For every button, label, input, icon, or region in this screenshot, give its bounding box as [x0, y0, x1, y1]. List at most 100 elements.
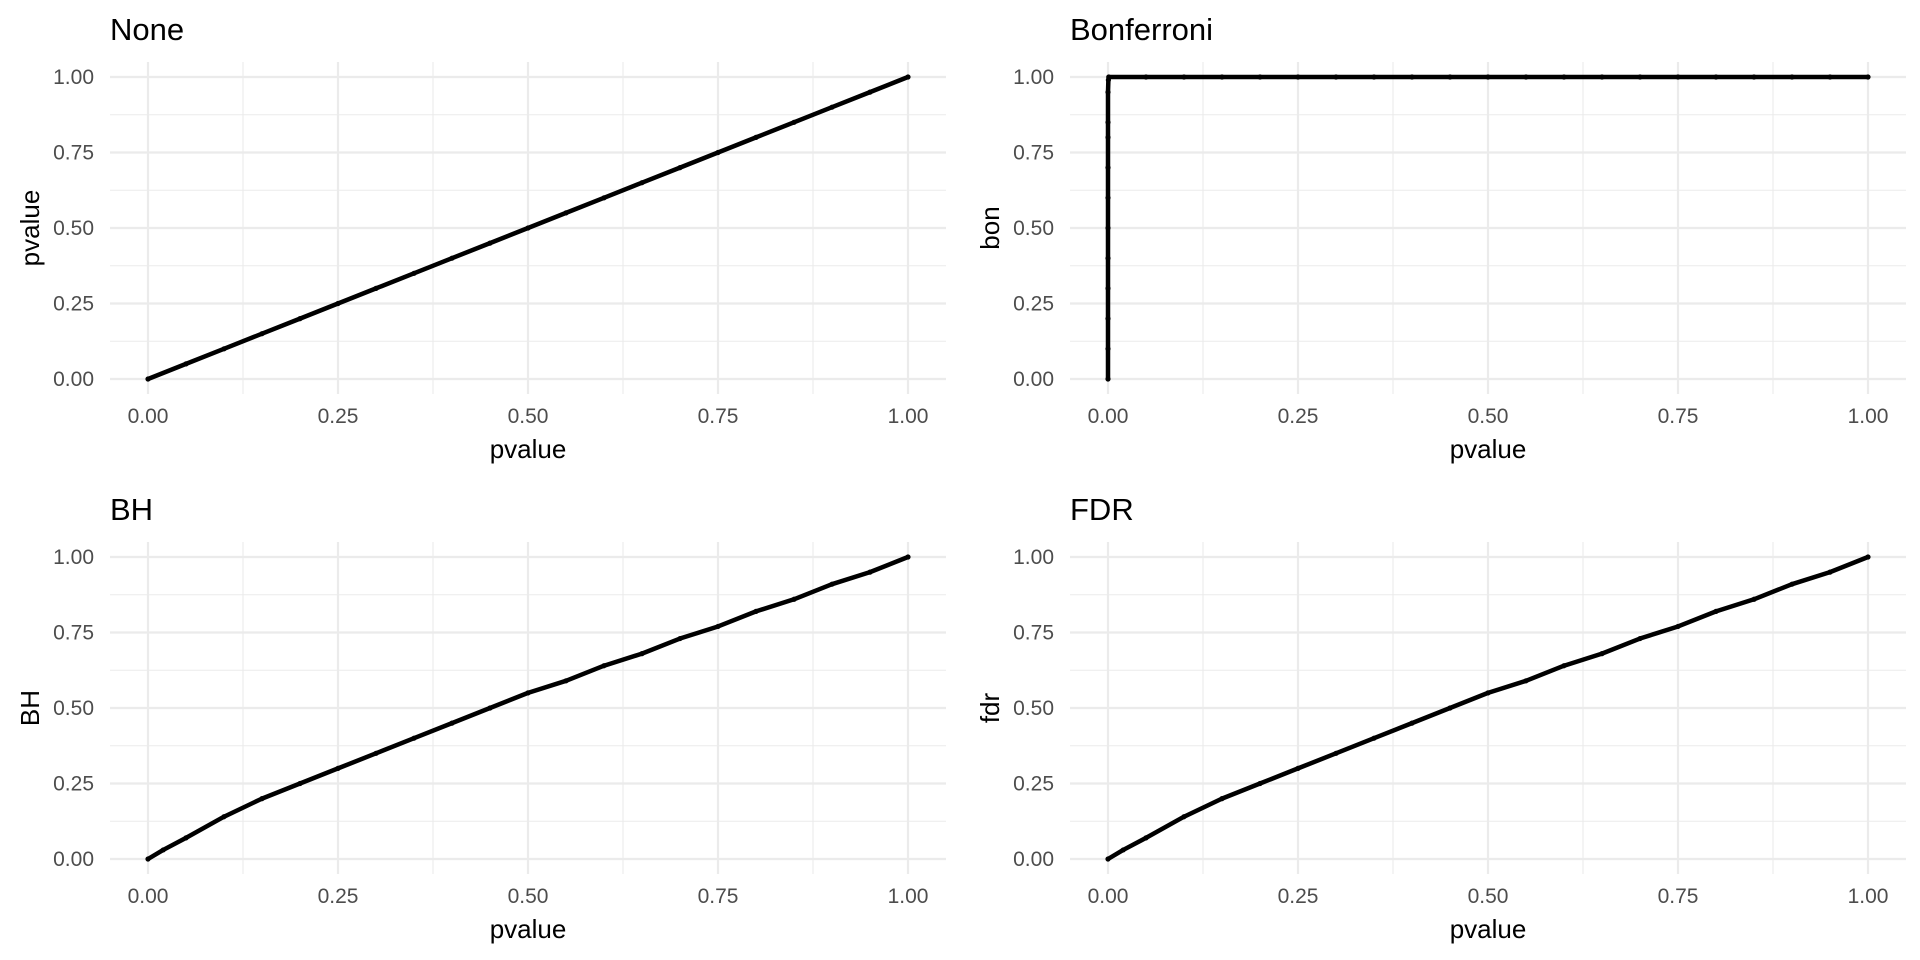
y-tick-label: 1.00 [1013, 546, 1054, 569]
data-point [1827, 74, 1833, 80]
x-tick-label: 0.75 [1658, 405, 1699, 428]
data-point [1105, 89, 1111, 95]
y-tick-label: 0.00 [53, 368, 94, 391]
data-point [715, 149, 721, 156]
y-tick-label: 0.25 [1013, 293, 1054, 316]
data-point [829, 581, 835, 587]
x-tick-label: 0.75 [698, 405, 739, 428]
panel-none: 0.00 0.25 0.50 0.75 1.00 0.00 0.25 0.50 0.75 1.00… [15, 12, 946, 464]
x-tick-label: 1.00 [1848, 405, 1889, 428]
y-tick-label: 0.50 [1013, 697, 1054, 720]
data-point [601, 195, 607, 201]
x-tick-label: 1.00 [888, 405, 929, 428]
data-point [160, 847, 166, 853]
y-tick-label: 0.00 [1013, 848, 1054, 871]
y-tick-label: 0.50 [53, 697, 94, 720]
x-tick-label: 0.25 [318, 885, 359, 908]
y-tick-label: 0.75 [53, 142, 94, 165]
y-tick-label: 0.75 [1013, 622, 1054, 645]
data-point [1751, 596, 1757, 602]
data-point [1409, 74, 1415, 80]
panel-title: Bonferroni [1070, 12, 1213, 47]
x-tick-label: 0.75 [1658, 885, 1699, 908]
data-point [221, 814, 227, 820]
y-tick-label: 0.25 [53, 293, 94, 316]
x-tick-label: 0.50 [1468, 405, 1509, 428]
data-point [373, 750, 379, 756]
y-axis-label: pvalue [15, 190, 45, 267]
data-point [335, 765, 341, 772]
data-point [1295, 74, 1301, 80]
x-tick-label: 0.50 [1468, 885, 1509, 908]
data-point [1713, 608, 1719, 614]
data-point [677, 165, 683, 171]
series-trace [145, 554, 911, 862]
data-point [1751, 74, 1757, 80]
data-point [601, 663, 607, 669]
y-tick-label: 0.25 [53, 773, 94, 796]
data-point [1675, 74, 1681, 80]
y-axis-label: BH [15, 690, 45, 726]
y-tick-label: 0.50 [1013, 217, 1054, 240]
data-point [1120, 847, 1126, 853]
data-point [1181, 74, 1187, 80]
data-point [867, 569, 873, 575]
data-point [1675, 623, 1681, 630]
data-point [905, 74, 911, 80]
data-point [563, 678, 569, 684]
data-point [1105, 285, 1111, 291]
data-point [1523, 74, 1529, 80]
data-point [1257, 780, 1263, 787]
x-tick-label: 0.75 [698, 885, 739, 908]
data-point [1295, 765, 1301, 772]
data-point [1485, 74, 1491, 80]
data-point [867, 89, 873, 95]
data-point [1523, 678, 1529, 684]
series-trace [1105, 554, 1871, 862]
x-tick-label: 0.00 [128, 405, 169, 428]
data-point [1447, 74, 1453, 80]
y-tick-label: 0.00 [1013, 368, 1054, 391]
x-tick-label: 1.00 [1848, 885, 1889, 908]
data-point [791, 596, 797, 602]
panel-title: BH [110, 492, 153, 527]
data-point [1371, 735, 1377, 741]
x-tick-label: 0.25 [1278, 405, 1319, 428]
data-point [1789, 581, 1795, 587]
data-point [1143, 74, 1149, 80]
data-point [1219, 74, 1225, 80]
data-point [829, 104, 835, 110]
data-point [449, 720, 455, 726]
data-point [1105, 195, 1111, 201]
data-point [1105, 316, 1111, 322]
x-tick-label: 0.00 [1088, 405, 1129, 428]
y-tick-label: 0.75 [1013, 142, 1054, 165]
panel-title: None [110, 12, 184, 47]
y-tick-label: 0.25 [1013, 773, 1054, 796]
data-point [525, 690, 531, 696]
data-point [1599, 74, 1605, 80]
data-point [297, 780, 303, 787]
x-tick-label: 0.50 [508, 885, 549, 908]
panel-fdr: 0.00 0.25 0.50 0.75 1.00 0.00 0.25 0.50 0.75 1.00… [975, 492, 1906, 944]
data-point [449, 255, 455, 261]
data-point [1485, 690, 1491, 696]
data-point [183, 361, 189, 367]
panel-bh: 0.00 0.25 0.50 0.75 1.00 0.00 0.25 0.50 0.75 1.00… [15, 492, 946, 944]
data-point [411, 270, 417, 276]
x-tick-label: 0.25 [318, 405, 359, 428]
data-point [335, 300, 341, 307]
data-point [259, 796, 265, 802]
data-point [1371, 74, 1377, 80]
data-point [753, 608, 759, 614]
data-point [639, 180, 645, 186]
data-point [1599, 651, 1605, 657]
x-axis-label: pvalue [1450, 914, 1527, 944]
data-point [1333, 74, 1339, 80]
data-point [1333, 750, 1339, 756]
y-tick-label: 0.00 [53, 848, 94, 871]
data-point [487, 240, 493, 246]
data-point [1257, 74, 1263, 80]
x-axis-label: pvalue [490, 914, 567, 944]
